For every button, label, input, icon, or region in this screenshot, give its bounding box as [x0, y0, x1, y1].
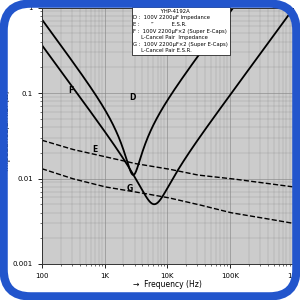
Text: D: D — [129, 93, 136, 102]
Y-axis label: →  Impedance,E.R.S. (Ω): → Impedance,E.R.S. (Ω) — [2, 90, 11, 182]
X-axis label: →  Frequency (Hz): → Frequency (Hz) — [133, 280, 202, 290]
Text: YHP-4192A
D :  100V 2200μF Impedance
E :       ”           E.S.R.
F :  100V 2200: YHP-4192A D : 100V 2200μF Impedance E : … — [134, 9, 228, 53]
Text: F: F — [68, 86, 74, 95]
Text: G: G — [126, 184, 133, 193]
Text: E: E — [92, 145, 98, 154]
